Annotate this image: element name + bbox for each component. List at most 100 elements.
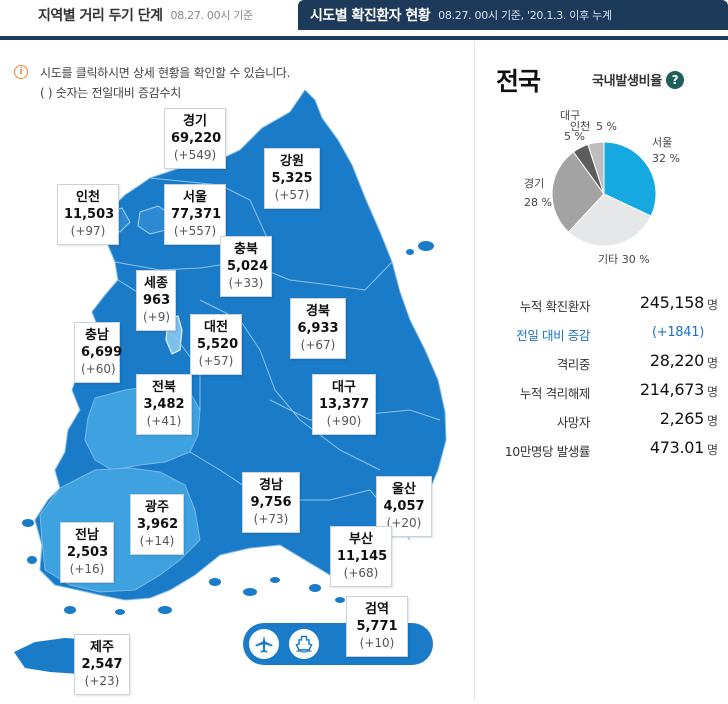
region-name: 서울 [183, 190, 207, 205]
region-label-sejong[interactable]: 세종 963 (+9) [136, 270, 176, 331]
region-label-jeonnam[interactable]: 전남 2,503 (+16) [60, 522, 114, 583]
region-diff: (+10) [359, 636, 395, 650]
stats-table: 누적 확진환자 245,158 명 전일 대비 증감 (+1841) 격리중 28,220 명… [490, 290, 728, 464]
stat-value: 245,158 [639, 293, 704, 312]
region-count: 6,933 [297, 321, 339, 336]
ship-icon [295, 635, 313, 653]
stat-label: 누적 격리해제 [519, 386, 591, 401]
tab-confirmed-cases[interactable]: 시도별 확진환자 현황 08.27. 00시 기준, '20.1.3. 이후 누… [298, 0, 728, 30]
pie-slice-1 [567, 193, 652, 247]
tab-distancing-title: 지역별 거리 두기 단계 [38, 8, 163, 24]
region-count: 5,024 [227, 259, 269, 274]
region-name: 대전 [204, 320, 228, 335]
region-count: 2,503 [67, 545, 109, 560]
pie-slice-0 [603, 141, 657, 217]
stat-unit: 명 [706, 443, 718, 457]
region-label-quarantine[interactable]: 검역 5,771 (+10) [346, 596, 408, 657]
stat-value: (+1841) [651, 325, 704, 340]
stat-unit: 명 [706, 385, 718, 399]
region-count: 77,371 [171, 207, 222, 222]
region-diff: (+16) [69, 562, 105, 576]
notice-subtext: ( ) 숫자는 전일대비 증감수치 [40, 85, 181, 100]
region-name: 인천 [76, 190, 100, 205]
header-divider [0, 36, 728, 40]
pie-chart: 서울 32 % 기타 30 % 경기 28 % 대구 5 % 인천 5 % [524, 110, 680, 266]
region-count: 5,520 [197, 337, 239, 352]
pie-slices [551, 141, 657, 247]
region-name: 검역 [365, 602, 389, 617]
region-diff: (+41) [146, 414, 182, 428]
region-count: 2,547 [81, 657, 123, 672]
stat-row: 누적 확진환자 245,158 명 [490, 290, 728, 319]
region-label-daegu[interactable]: 대구 13,377 (+90) [312, 374, 376, 435]
panel-divider [474, 40, 475, 700]
region-label-daejeon[interactable]: 대전 5,520 (+57) [190, 314, 242, 375]
stat-value: 2,265 [659, 409, 705, 428]
region-diff: (+14) [139, 534, 175, 548]
region-diff: (+68) [343, 566, 379, 580]
region-diff: (+23) [84, 674, 120, 688]
domestic-ratio-label: 국내발생비율 [592, 74, 662, 89]
help-icon[interactable]: ? [665, 70, 684, 89]
region-label-chungbuk[interactable]: 충북 5,024 (+33) [220, 236, 272, 297]
korea-map: 경기 69,220 (+549) 강원 5,325 (+57) 인천 11,50… [0, 88, 470, 700]
region-count: 9,756 [250, 495, 292, 510]
tab-confirmed-title: 시도별 확진환자 현황 [310, 8, 431, 24]
stat-value: 28,220 [649, 351, 704, 370]
region-diff: (+20) [386, 516, 422, 530]
stat-unit: 명 [706, 356, 718, 370]
tab-distancing-levels[interactable]: 지역별 거리 두기 단계 08.27. 00시 기준 [0, 0, 296, 30]
region-diff: (+57) [274, 188, 310, 202]
region-label-gyeongbuk[interactable]: 경북 6,933 (+67) [290, 298, 346, 359]
region-count: 13,377 [319, 397, 370, 412]
region-label-gyeonggi[interactable]: 경기 69,220 (+549) [164, 108, 226, 169]
region-name: 대구 [332, 380, 356, 395]
pie-slice-2 [551, 151, 605, 233]
region-label-gyeongnam[interactable]: 경남 9,756 (+73) [242, 472, 300, 533]
region-name: 경기 [183, 114, 207, 129]
stat-label: 사망자 [556, 415, 591, 430]
region-label-chungnam[interactable]: 충남 6,699 (+60) [74, 322, 122, 383]
region-label-jeju[interactable]: 제주 2,547 (+23) [74, 634, 130, 695]
pie-label-seoul-value: 32 % [652, 152, 680, 165]
region-count: 5,771 [356, 619, 398, 634]
region-count: 3,482 [143, 397, 185, 412]
ship-button[interactable] [287, 627, 321, 661]
stat-row: 10만명당 발생률 473.01 명 [490, 435, 728, 464]
region-label-jeonbuk[interactable]: 전북 3,482 (+41) [136, 374, 192, 435]
region-diff: (+73) [253, 512, 289, 526]
panel-title: 전국 [496, 67, 541, 96]
region-diff: (+549) [173, 148, 217, 162]
notice-text: 시도를 클릭하시면 상세 현황을 확인할 수 있습니다. [40, 65, 291, 80]
region-label-gangwon[interactable]: 강원 5,325 (+57) [264, 148, 320, 209]
region-name: 충북 [234, 242, 258, 257]
region-label-gwangju[interactable]: 광주 3,962 (+14) [130, 494, 184, 555]
region-label-busan[interactable]: 부산 11,145 (+68) [330, 526, 392, 587]
region-count: 3,962 [137, 517, 179, 532]
region-label-seoul[interactable]: 서울 77,371 (+557) [164, 184, 226, 245]
airplane-icon [255, 635, 273, 653]
stat-row: 사망자 2,265 명 [490, 406, 728, 435]
pie-label-gyeonggi-value: 28 % [524, 196, 552, 209]
stat-row: 전일 대비 증감 (+1841) [490, 319, 728, 348]
region-diff: (+60) [81, 362, 116, 376]
region-label-incheon[interactable]: 인천 11,503 (+97) [57, 184, 119, 245]
tab-distancing-date: 08.27. 00시 기준 [170, 9, 254, 22]
pie-label-daegu-name: 대구 [560, 110, 580, 122]
region-name: 울산 [392, 482, 416, 497]
pie-label-seoul-name: 서울 [652, 136, 672, 149]
airplane-button[interactable] [247, 627, 281, 661]
stat-row: 누적 격리해제 214,673 명 [490, 377, 728, 406]
pie-label-incheon-name: 인천 [570, 119, 590, 133]
tab-bar: 지역별 거리 두기 단계 08.27. 00시 기준 시도별 확진환자 현황 0… [0, 0, 728, 30]
region-count: 4,057 [383, 499, 425, 514]
notice: i 시도를 클릭하시면 상세 현황을 확인할 수 있습니다. ( ) 숫자는 전… [14, 62, 290, 102]
region-name: 충남 [85, 328, 109, 343]
region-diff: (+557) [173, 224, 217, 238]
region-name: 경남 [259, 478, 283, 493]
stat-label: 격리중 [556, 357, 591, 372]
region-count: 5,325 [271, 171, 313, 186]
region-name: 경북 [306, 304, 330, 319]
region-diff: (+67) [300, 338, 336, 352]
region-name: 세종 [144, 276, 168, 291]
